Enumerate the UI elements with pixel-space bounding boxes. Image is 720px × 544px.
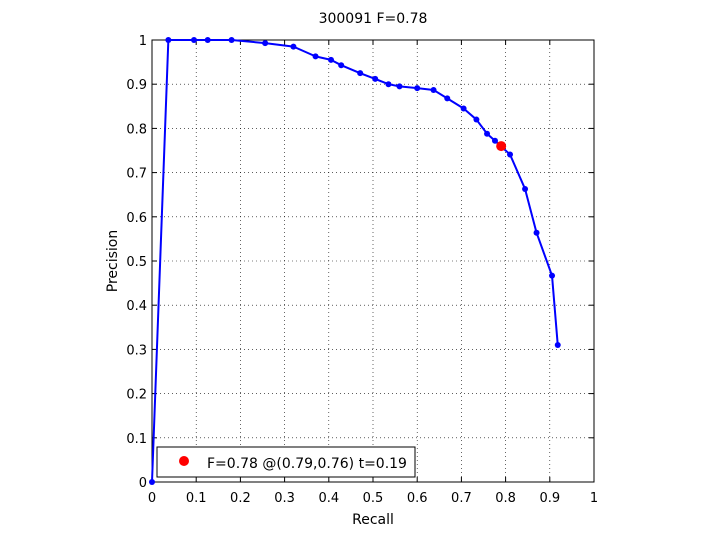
y-tick-label: 0.8 bbox=[126, 122, 147, 137]
pr-curve-point bbox=[549, 272, 556, 279]
grid bbox=[152, 40, 594, 482]
y-tick-labels: 0 0.1 0.2 0.3 0.4 0.5 0.6 0.7 0.8 0.9 1 bbox=[126, 34, 147, 491]
pr-curve-point bbox=[444, 95, 451, 102]
x-tick-label: 0.3 bbox=[274, 491, 295, 506]
x-tick-label: 1 bbox=[590, 491, 598, 506]
series-layer bbox=[149, 37, 561, 485]
pr-curve-point bbox=[290, 43, 297, 50]
x-tick-label: 0.7 bbox=[451, 491, 472, 506]
pr-curve-point bbox=[554, 341, 561, 348]
x-tick-label: 0.6 bbox=[407, 491, 428, 506]
legend-box bbox=[156, 446, 416, 478]
pr-curve-point bbox=[414, 85, 421, 92]
pr-curve-point bbox=[312, 53, 319, 60]
pr-curve-point bbox=[338, 62, 345, 69]
y-tick-label: 1 bbox=[139, 34, 147, 49]
chart-title: 300091 F=0.78 bbox=[319, 11, 428, 27]
best-point-layer bbox=[496, 141, 507, 152]
pr-curve-point bbox=[228, 37, 235, 43]
y-tick-label: 0.9 bbox=[126, 78, 147, 93]
x-axis-label: Recall bbox=[352, 512, 394, 528]
legend: F=0.78 @(0.79,0.76) t=0.19 bbox=[156, 446, 416, 478]
pr-curve-point bbox=[328, 56, 335, 63]
x-tick-label: 0 bbox=[148, 491, 156, 506]
pr-curve-point bbox=[396, 83, 403, 90]
pr-curve-point bbox=[149, 479, 155, 485]
pr-curve-point bbox=[262, 40, 269, 47]
pr-curve-point bbox=[190, 37, 197, 43]
pr-curve-point bbox=[204, 37, 211, 43]
y-axis-label: Precision bbox=[105, 230, 121, 292]
y-tick-label: 0.7 bbox=[126, 167, 147, 182]
x-tick-label: 0.9 bbox=[539, 491, 560, 506]
pr-curve-point bbox=[460, 105, 467, 112]
pr-curve-point bbox=[522, 185, 529, 192]
pr-curve-point bbox=[357, 70, 364, 77]
y-tick-label: 0.6 bbox=[126, 211, 147, 226]
y-tick-label: 0 bbox=[139, 476, 147, 491]
pr-curve-point bbox=[473, 116, 480, 123]
pr-curve-point bbox=[533, 229, 540, 236]
x-tick-label: 0.5 bbox=[363, 491, 384, 506]
x-tick-label: 0.8 bbox=[495, 491, 516, 506]
y-tick-label: 0.1 bbox=[126, 432, 147, 447]
pr-curve-point bbox=[430, 86, 437, 93]
y-tick-label: 0.2 bbox=[126, 388, 147, 403]
y-tick-label: 0.4 bbox=[126, 299, 147, 314]
best-f-point bbox=[496, 141, 507, 152]
legend-label: F=0.78 @(0.79,0.76) t=0.19 bbox=[207, 456, 407, 472]
y-tick-label: 0.5 bbox=[126, 255, 147, 270]
pr-curve-point bbox=[507, 151, 514, 158]
legend-marker bbox=[179, 456, 189, 466]
pr-curve-point bbox=[491, 137, 498, 144]
pr-curve-line bbox=[151, 39, 559, 483]
x-tick-label: 0.2 bbox=[230, 491, 251, 506]
x-tick-labels: 0 0.1 0.2 0.3 0.4 0.5 0.6 0.7 0.8 0.9 1 bbox=[148, 491, 598, 506]
x-tick-label: 0.4 bbox=[318, 491, 339, 506]
x-tick-label: 0.1 bbox=[186, 491, 207, 506]
pr-curve-point bbox=[372, 75, 379, 82]
pr-curve-point bbox=[385, 81, 392, 88]
pr-curve-point bbox=[165, 37, 172, 43]
y-tick-label: 0.3 bbox=[126, 343, 147, 358]
pr-curve-point bbox=[484, 130, 491, 137]
